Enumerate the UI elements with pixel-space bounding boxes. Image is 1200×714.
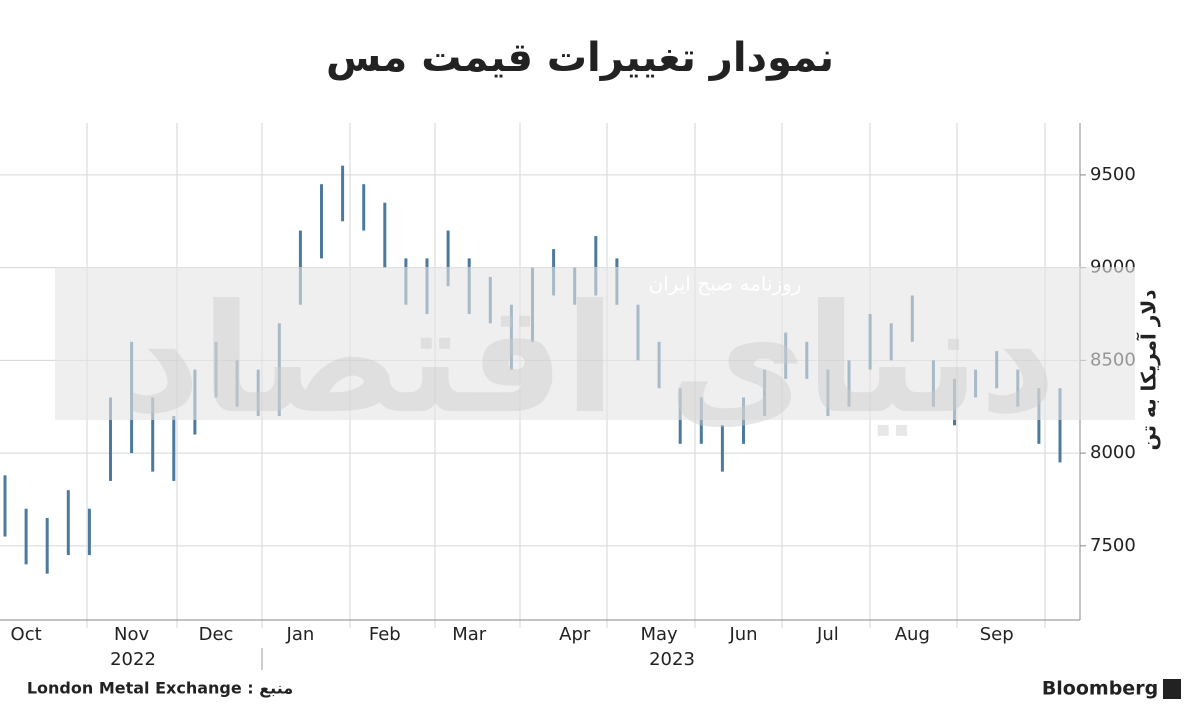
range-bar: [3, 475, 7, 537]
year-label: 2022: [110, 649, 156, 670]
range-bar: [66, 490, 70, 556]
range-bar: [742, 397, 745, 444]
y-tick-label: 7500: [1090, 535, 1136, 556]
x-tick-label: Dec: [199, 624, 234, 645]
x-tick-label: Aug: [895, 624, 930, 645]
range-bar: [87, 508, 91, 556]
x-tick-label: May: [640, 624, 678, 645]
x-tick-label: Jul: [816, 624, 839, 645]
x-tick-label: Jun: [728, 624, 757, 645]
watermark-band: [55, 267, 1135, 420]
range-bar: [720, 425, 724, 472]
chart-title: نمودار تغییرات قیمت مس: [326, 35, 834, 81]
y-axis-label: دلار آمریکا به تن: [1136, 289, 1161, 450]
range-bar: [24, 508, 28, 565]
brand: Bloomberg: [1042, 678, 1158, 700]
range-bar: [151, 397, 155, 472]
x-tick-label: Feb: [369, 624, 401, 645]
y-tick-label: 8000: [1090, 442, 1136, 463]
range-bar: [699, 397, 703, 444]
range-bar: [341, 165, 345, 222]
range-bar: [109, 397, 112, 481]
x-tick-label: Sep: [980, 624, 1014, 645]
source: London Metal Exchange : منبع: [27, 679, 293, 698]
x-tick-label: Mar: [452, 624, 487, 645]
y-tick-label: 9500: [1090, 164, 1136, 185]
range-bar: [362, 184, 366, 231]
range-bar: [172, 416, 176, 481]
range-bar: [1058, 388, 1062, 463]
brand-icon: [1163, 679, 1181, 699]
range-bar: [446, 230, 450, 287]
range-bar: [383, 202, 387, 268]
range-bar: [594, 236, 598, 296]
x-tick-label: Apr: [559, 624, 591, 645]
watermark-large: دنیای اقتصاد: [124, 273, 1057, 447]
range-bar: [320, 184, 323, 259]
range-bar: [45, 518, 49, 574]
watermark-small: روزنامه صبح ایران: [648, 272, 801, 296]
x-tick-label: Oct: [11, 624, 42, 645]
x-tick-label: Jan: [286, 624, 315, 645]
x-tick-label: Nov: [114, 624, 149, 645]
year-label: 2023: [649, 649, 695, 670]
